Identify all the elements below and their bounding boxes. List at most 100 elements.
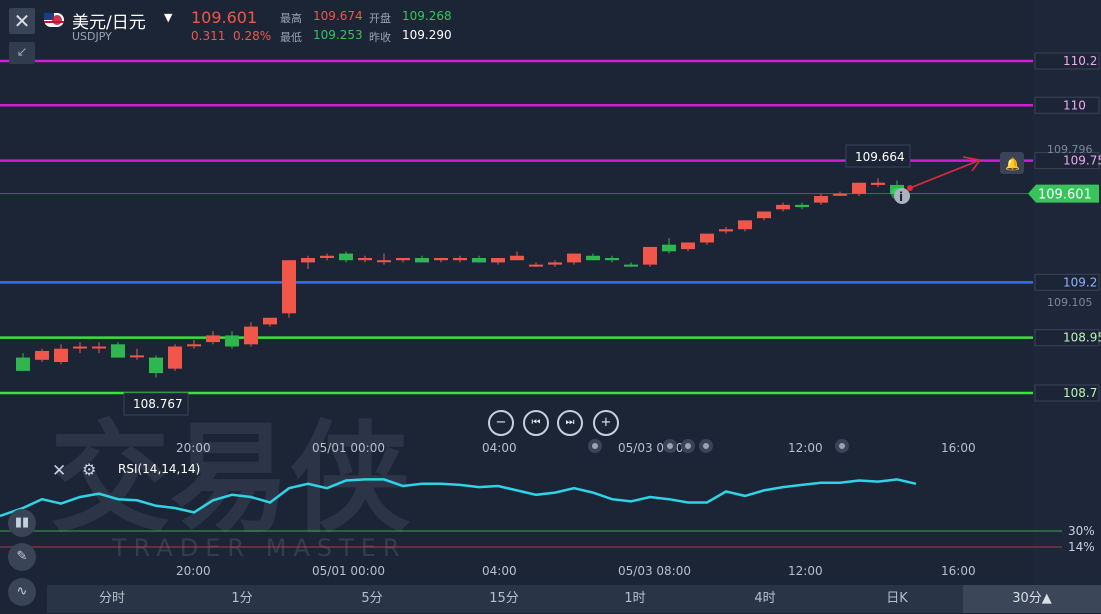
x-tick-label: 12:00 <box>788 441 823 455</box>
high-annotation: 109.664 <box>855 150 905 164</box>
tab-timeframe[interactable]: 4时 <box>754 591 776 606</box>
zoom-out-button[interactable]: − <box>488 410 514 436</box>
zoom-in-button[interactable]: + <box>593 410 619 436</box>
skip-back-button[interactable]: ⏮ <box>523 410 549 436</box>
close-button[interactable]: ✕ <box>9 8 35 34</box>
candle <box>206 335 220 343</box>
candle <box>301 257 315 263</box>
forecast-arrow <box>909 159 981 189</box>
collapse-icon[interactable]: ↙ <box>9 42 35 64</box>
last-price-label: 109.601 <box>1038 188 1092 203</box>
tab-timeframe[interactable]: 1分 <box>231 591 253 606</box>
low-label: 最低 <box>280 31 302 44</box>
event-marker-dot <box>685 443 691 449</box>
candle <box>320 255 334 258</box>
price-change: 0.311 <box>191 29 226 43</box>
level-label: 110.2 <box>1063 54 1097 68</box>
prev-close-label: 昨收 <box>369 31 391 44</box>
candle <box>263 317 277 325</box>
level-label-box <box>1034 52 1100 70</box>
candle <box>795 204 809 208</box>
candle <box>548 262 562 265</box>
prev-close-value: 109.290 <box>402 28 452 42</box>
candle <box>111 344 125 358</box>
event-marker-dot <box>592 443 598 449</box>
tab-timeframe-active[interactable]: 30分▲ <box>963 585 1101 613</box>
rsi-level-label: 30% <box>1068 524 1095 538</box>
candle <box>54 348 68 363</box>
level-label: 108.95 <box>1063 331 1101 345</box>
candle <box>605 257 619 261</box>
event-marker-dot <box>839 443 845 449</box>
level-label-box <box>1034 384 1100 402</box>
chevron-down-icon[interactable]: ▼ <box>164 11 173 24</box>
close-indicator-icon[interactable]: ✕ <box>52 461 67 481</box>
candle <box>92 346 106 349</box>
candle <box>529 264 543 267</box>
candle <box>358 257 372 261</box>
info-icon <box>894 188 910 204</box>
x-tick-label: 04:00 <box>482 564 517 578</box>
candle <box>624 264 638 267</box>
rsi-line <box>0 478 917 518</box>
pair-title[interactable]: 美元/日元 <box>72 13 146 33</box>
forecast-arrow-head <box>962 156 982 172</box>
candle <box>871 182 885 185</box>
indicator-icon[interactable]: ∿ <box>8 578 36 606</box>
gear-icon[interactable]: ⚙ <box>82 460 97 479</box>
candle <box>719 229 733 232</box>
candle <box>415 257 429 263</box>
candle <box>662 244 676 252</box>
candle <box>377 260 391 263</box>
rsi-label: RSI(14,14,14) <box>118 462 201 476</box>
high-annotation-box <box>845 144 911 168</box>
low-annotation-box <box>123 392 189 416</box>
x-tick-label: 04:00 <box>482 441 517 455</box>
timeframe-bar: 分时 1分 5分 15分 1时 4时 日K 30分▲ <box>47 585 1101 613</box>
level-label-box <box>1034 329 1100 347</box>
open-label: 开盘 <box>369 12 391 25</box>
low-value: 109.253 <box>313 28 363 42</box>
candle-style-icon[interactable]: ▮▮ <box>8 509 36 537</box>
candle <box>244 326 258 345</box>
level-label-box <box>1034 273 1100 291</box>
candle <box>681 242 695 250</box>
y-tick-label: 109.796 <box>1047 143 1093 156</box>
tab-timeframe[interactable]: 5分 <box>361 591 383 606</box>
level-label: 108.7 <box>1063 386 1097 400</box>
price-axis <box>1033 0 1101 585</box>
candle <box>187 344 201 347</box>
level-label: 109.2 <box>1063 275 1097 289</box>
level-label-box <box>1034 152 1100 170</box>
candle <box>852 182 866 194</box>
tab-timeframe[interactable]: 15分 <box>489 591 519 606</box>
candle <box>586 255 600 261</box>
event-marker-dot <box>667 443 673 449</box>
candle <box>73 346 87 349</box>
bell-icon <box>1000 152 1024 174</box>
low-annotation: 108.767 <box>133 397 183 411</box>
candle <box>757 211 771 219</box>
event-marker-dot <box>703 443 709 449</box>
candle <box>225 335 239 347</box>
tab-timeframe[interactable]: 日K <box>886 591 908 606</box>
candle <box>491 257 505 263</box>
x-tick-label: 20:00 <box>176 441 211 455</box>
skip-forward-button[interactable]: ⏭ <box>557 410 583 436</box>
tab-timeframe[interactable]: 分时 <box>98 591 125 606</box>
candle <box>643 246 657 265</box>
high-value: 109.674 <box>313 9 363 23</box>
candle <box>149 357 163 374</box>
pencil-icon[interactable]: ✎ <box>8 543 36 571</box>
candle <box>700 233 714 243</box>
tab-timeframe[interactable]: 1时 <box>624 591 646 606</box>
candle <box>35 350 49 360</box>
candle <box>814 196 828 203</box>
bell-icon-glyph: 🔔 <box>1005 157 1020 171</box>
candle <box>282 260 296 314</box>
level-label: 109.75 <box>1063 154 1101 168</box>
open-value: 109.268 <box>402 9 452 23</box>
candle <box>396 257 410 261</box>
candle <box>434 257 448 261</box>
